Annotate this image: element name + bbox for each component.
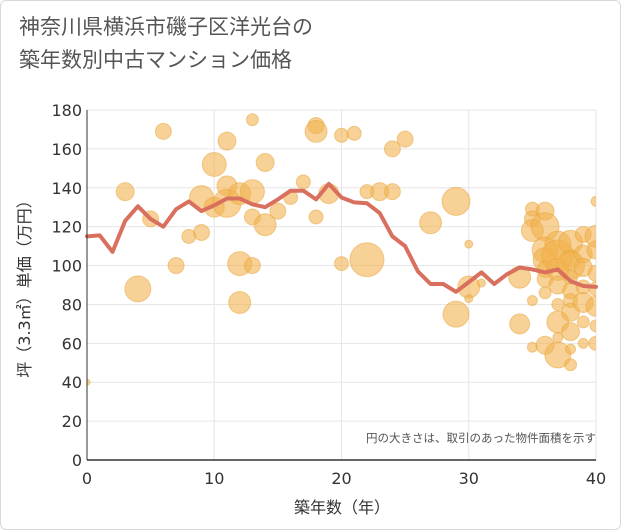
bubble-point	[201, 151, 227, 177]
x-tick-label: 0	[82, 469, 92, 488]
bubble-point	[509, 313, 531, 335]
axes	[86, 110, 596, 461]
y-tick-label: 120	[51, 218, 82, 237]
bubble-point	[552, 332, 564, 343]
bubble-point	[576, 315, 590, 329]
y-tick-label: 40	[62, 373, 82, 392]
y-tick-label: 140	[51, 179, 82, 198]
bubble-point	[565, 343, 577, 355]
x-tick-label: 30	[459, 469, 479, 488]
bubble-point	[588, 335, 596, 351]
bubble-point	[253, 213, 277, 237]
bubble-size-note: 円の大きさは、取引のあった物件面積を示す	[366, 431, 596, 445]
bubble-point	[255, 153, 275, 172]
bubble-point	[585, 295, 596, 317]
bubble-point	[587, 264, 596, 282]
bubble-point	[526, 295, 538, 307]
x-tick-label: 40	[586, 469, 606, 488]
bubble-point	[464, 239, 474, 249]
bubble-series	[87, 113, 596, 386]
bubble-point	[334, 127, 349, 143]
bubble-point	[564, 358, 578, 372]
y-tick-label: 180	[51, 101, 82, 120]
bubble-point	[561, 322, 581, 342]
bubble-point	[590, 195, 596, 207]
y-tick-label: 20	[62, 412, 82, 431]
y-tick-label: 0	[72, 451, 82, 470]
bubble-point	[217, 131, 237, 151]
chart-title-line1: 神奈川県横浜市磯子区洋光台の	[19, 15, 313, 39]
chart-title: 神奈川県横浜市磯子区洋光台の 築年数別中古マンション価格	[19, 11, 313, 77]
bubble-point	[124, 275, 152, 303]
y-tick-label: 160	[51, 140, 82, 159]
bubble-point	[87, 378, 91, 386]
x-tick-label: 10	[204, 469, 224, 488]
bubble-point	[383, 140, 401, 158]
bubble-point	[464, 294, 474, 304]
bubble-point	[304, 119, 328, 143]
bubble-point	[577, 337, 589, 349]
bubble-point	[167, 257, 185, 275]
x-tick-labels: 0 10 20 30 40	[82, 469, 606, 488]
bubble-point	[334, 256, 349, 272]
bubble-point	[396, 130, 414, 148]
bubble-point	[349, 242, 385, 278]
bubble-point	[154, 122, 172, 140]
average-line-series	[85, 181, 598, 294]
bubble-point	[476, 278, 486, 288]
bubble-point	[589, 319, 596, 333]
bubble-point	[243, 257, 261, 275]
bubble-point	[538, 286, 552, 300]
bubble-point	[193, 224, 211, 241]
y-axis-title: 坪（3.3㎡）単価（万円）	[15, 192, 34, 377]
y-tick-label: 100	[51, 257, 82, 276]
y-tick-label: 60	[62, 334, 82, 353]
bubble-point	[442, 300, 470, 328]
bubble-point	[295, 174, 311, 190]
y-tick-label: 80	[62, 295, 82, 314]
bubble-point	[441, 186, 471, 216]
bubble-point	[586, 240, 596, 260]
bubble-point	[346, 125, 362, 141]
bubble-point	[308, 209, 324, 225]
bubble-point	[115, 182, 135, 202]
x-tick-label: 20	[331, 469, 351, 488]
bubble-point	[269, 202, 287, 220]
y-tick-labels: 0 20 40 60 80 100 120 140 160 180	[51, 101, 82, 470]
bubble-point	[245, 113, 259, 127]
bubble-point	[383, 183, 401, 201]
bubble-point	[228, 291, 252, 314]
chart-title-line2: 築年数別中古マンション価格	[19, 48, 292, 72]
x-axis-title: 築年数（年）	[294, 498, 390, 517]
average-price-line	[85, 181, 598, 294]
bubble-point	[419, 211, 443, 235]
